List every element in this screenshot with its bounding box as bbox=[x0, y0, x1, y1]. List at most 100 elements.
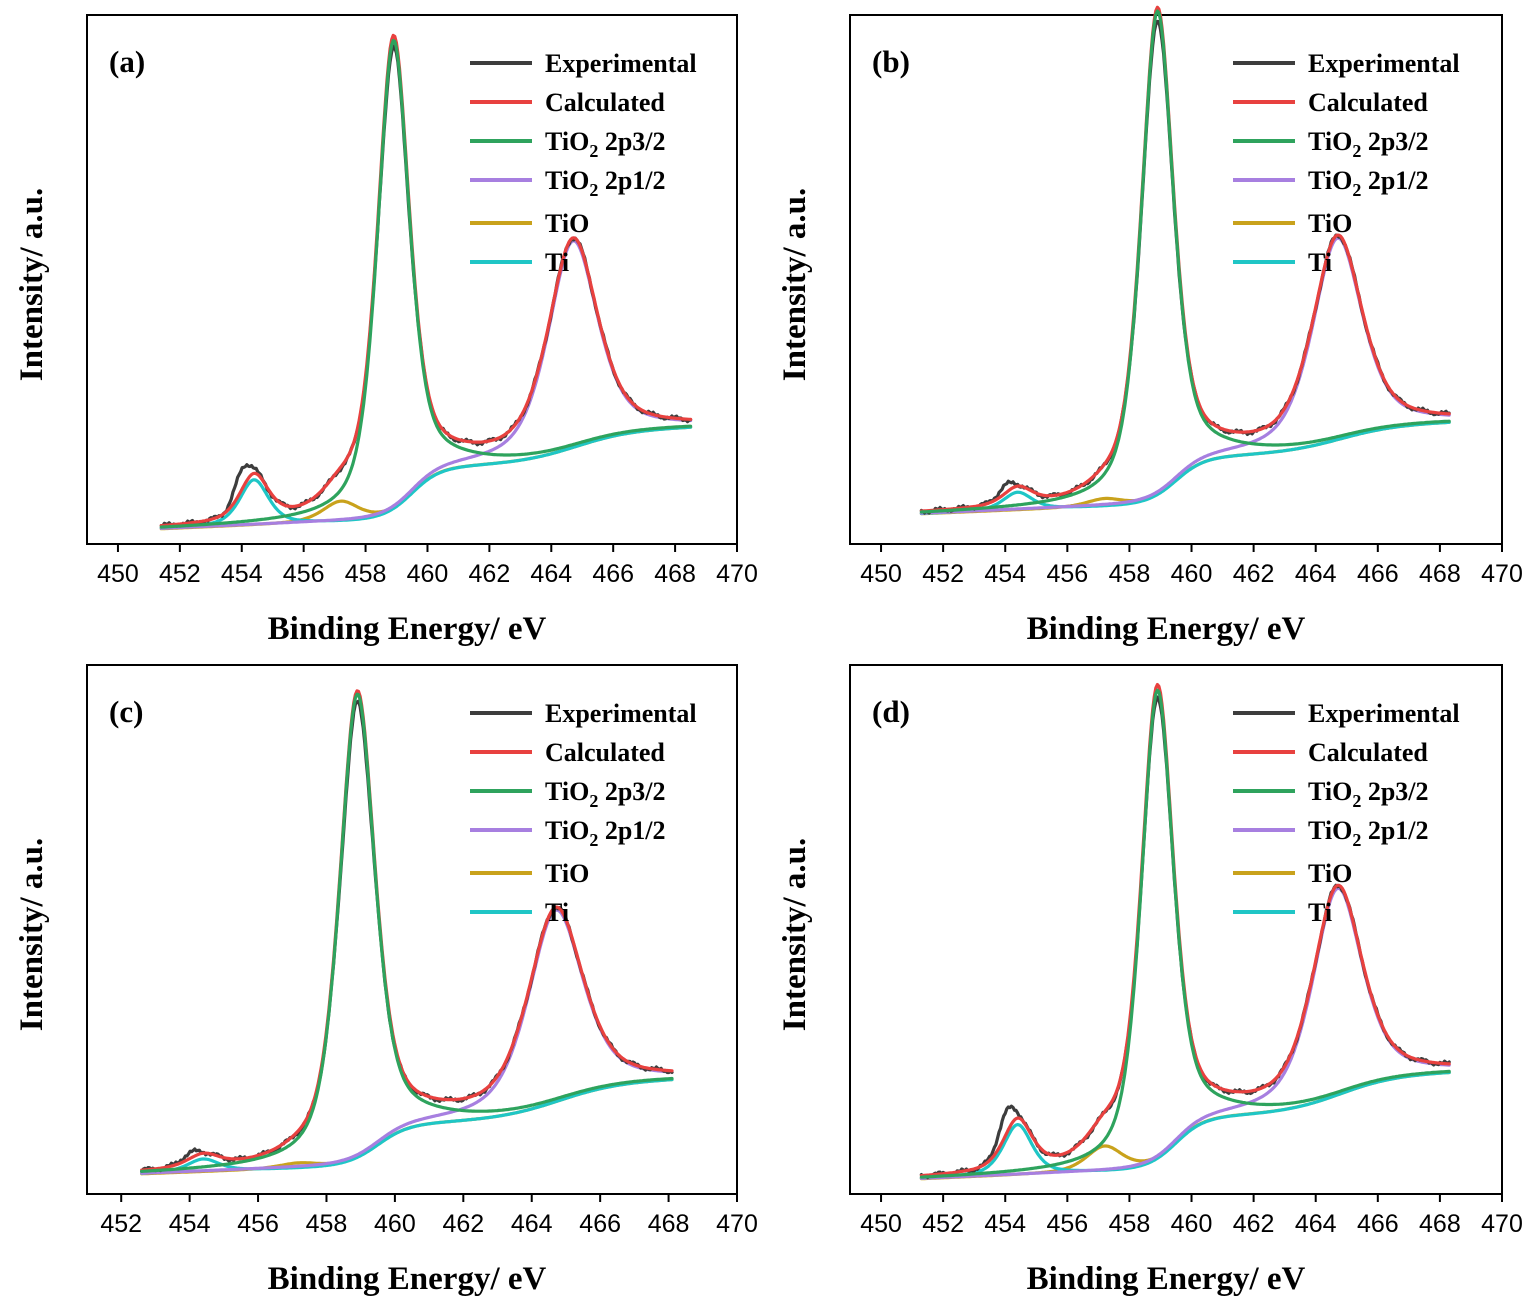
legend-entry: TiO2 2p1/2 bbox=[1308, 166, 1429, 200]
panel-b: 450 452 454 456 458 460 462 464 466 468 470 Binding… bbox=[777, 5, 1523, 647]
x-tick-label: 458 bbox=[1109, 560, 1151, 588]
legend-entry: TiO bbox=[1308, 859, 1352, 888]
y-axis-title: Intensity/ a.u. bbox=[14, 838, 50, 1031]
y-axis-title: Intensity/ a.u. bbox=[14, 188, 50, 381]
panel-a: 450 452 454 456 458 460 462 464 466 468 470 Binding… bbox=[14, 14, 758, 647]
series-tio-line bbox=[140, 1077, 674, 1176]
x-tick-label: 456 bbox=[283, 560, 325, 588]
legend-entry: Experimental bbox=[1308, 49, 1460, 78]
x-tick-label: 456 bbox=[237, 1210, 279, 1238]
legend-entry: TiO2 2p3/2 bbox=[1308, 777, 1429, 811]
legend-entry: TiO2 2p1/2 bbox=[545, 166, 666, 200]
panel-label: (d) bbox=[872, 694, 910, 729]
series-tio2-2p3-2-line bbox=[919, 9, 1451, 514]
x-tick-label: 464 bbox=[511, 1210, 553, 1238]
x-tick-label: 460 bbox=[1171, 560, 1213, 588]
x-tick-label: 468 bbox=[654, 560, 696, 588]
x-tick-label: 452 bbox=[922, 560, 964, 588]
x-tick-label: 458 bbox=[345, 560, 387, 588]
legend-entry: TiO bbox=[1308, 209, 1352, 238]
x-tick-label: 468 bbox=[1419, 560, 1461, 588]
legend-entry: TiO2 2p3/2 bbox=[545, 777, 666, 811]
series-calculated-line bbox=[919, 5, 1451, 513]
series-ti-line bbox=[140, 1077, 674, 1175]
x-tick-label: 470 bbox=[716, 1210, 758, 1238]
x-tick-label: 464 bbox=[530, 560, 572, 588]
x-axis-title: Binding Energy/ eV bbox=[268, 1261, 547, 1297]
series-experimental-line bbox=[919, 695, 1451, 1180]
x-tick-label: 466 bbox=[579, 1210, 621, 1238]
x-tick-label: 454 bbox=[221, 560, 263, 588]
legend-entry: TiO bbox=[545, 859, 589, 888]
x-tick-label: 462 bbox=[469, 560, 511, 588]
panel-d: 450 452 454 456 458 460 462 464 466 468 470 Binding… bbox=[777, 664, 1523, 1297]
legend-entry: Ti bbox=[1308, 898, 1332, 927]
x-tick-label: 458 bbox=[1109, 1210, 1151, 1238]
x-tick-label: 470 bbox=[1481, 1210, 1523, 1238]
series-tio2-2p3-2-line bbox=[919, 688, 1451, 1179]
legend-entry: Calculated bbox=[1308, 88, 1428, 117]
x-tick-label: 450 bbox=[860, 1210, 902, 1238]
x-tick-label: 460 bbox=[1171, 1210, 1213, 1238]
panel-label: (c) bbox=[109, 694, 143, 729]
plot-frame bbox=[849, 664, 1503, 1195]
plot-frame bbox=[849, 14, 1503, 545]
x-tick-label: 452 bbox=[159, 560, 201, 588]
x-tick-label: 470 bbox=[716, 560, 758, 588]
series-tio2-2p3-2-line bbox=[159, 38, 693, 529]
series-experimental-line bbox=[159, 44, 693, 528]
legend-entry: Ti bbox=[545, 898, 569, 927]
legend-entry: TiO2 2p3/2 bbox=[545, 127, 666, 161]
panel-c: 452 454 456 458 460 462 464 466 468 470 Binding En… bbox=[14, 664, 758, 1297]
x-tick-label: 468 bbox=[648, 1210, 690, 1238]
x-tick-label: 460 bbox=[374, 1210, 416, 1238]
legend-entry: Calculated bbox=[545, 738, 665, 767]
x-tick-label: 462 bbox=[1233, 1210, 1275, 1238]
legend-entry: TiO2 2p1/2 bbox=[1308, 816, 1429, 850]
panel-label: (a) bbox=[109, 44, 145, 79]
series-calculated-line bbox=[140, 689, 674, 1172]
x-tick-label: 462 bbox=[442, 1210, 484, 1238]
x-tick-label: 466 bbox=[1357, 1210, 1399, 1238]
x-tick-label: 470 bbox=[1481, 560, 1523, 588]
legend-entry: Experimental bbox=[1308, 699, 1460, 728]
x-tick-label: 468 bbox=[1419, 1210, 1461, 1238]
panel-label: (b) bbox=[872, 44, 910, 79]
x-tick-label: 452 bbox=[922, 1210, 964, 1238]
x-tick-label: 462 bbox=[1233, 560, 1275, 588]
legend-entry: TiO2 2p3/2 bbox=[1308, 127, 1429, 161]
series-tio2-2p3-2-line bbox=[140, 692, 674, 1174]
series-experimental-line bbox=[140, 699, 674, 1173]
x-tick-label: 466 bbox=[592, 560, 634, 588]
x-axis-title: Binding Energy/ eV bbox=[268, 611, 547, 647]
legend-entry: Experimental bbox=[545, 49, 697, 78]
legend-entry: TiO2 2p1/2 bbox=[545, 816, 666, 850]
series-tio2-2p1-2-line bbox=[140, 908, 674, 1175]
x-tick-label: 450 bbox=[860, 560, 902, 588]
x-tick-label: 460 bbox=[407, 560, 449, 588]
legend-entry: TiO bbox=[545, 209, 589, 238]
x-tick-label: 466 bbox=[1357, 560, 1399, 588]
plot-frame bbox=[86, 14, 738, 545]
legend-entry: Ti bbox=[1308, 248, 1332, 277]
x-tick-label: 456 bbox=[1046, 1210, 1088, 1238]
y-axis-title: Intensity/ a.u. bbox=[777, 838, 813, 1031]
series-ti-line bbox=[919, 420, 1451, 516]
plot-frame bbox=[86, 664, 738, 1195]
x-tick-label: 454 bbox=[984, 1210, 1026, 1238]
legend-entry: Ti bbox=[545, 248, 569, 277]
x-tick-label: 450 bbox=[97, 560, 139, 588]
x-tick-label: 464 bbox=[1295, 1210, 1337, 1238]
legend-entry: Calculated bbox=[1308, 738, 1428, 767]
x-tick-label: 458 bbox=[306, 1210, 348, 1238]
x-tick-label: 452 bbox=[100, 1210, 142, 1238]
x-axis-title: Binding Energy/ eV bbox=[1027, 1261, 1306, 1297]
series-ti-line bbox=[159, 425, 693, 530]
x-axis-title: Binding Energy/ eV bbox=[1027, 611, 1306, 647]
series-ti-line bbox=[919, 1070, 1451, 1180]
x-tick-label: 464 bbox=[1295, 560, 1337, 588]
x-tick-label: 454 bbox=[169, 1210, 211, 1238]
x-tick-label: 454 bbox=[984, 560, 1026, 588]
y-axis-title: Intensity/ a.u. bbox=[777, 188, 813, 381]
